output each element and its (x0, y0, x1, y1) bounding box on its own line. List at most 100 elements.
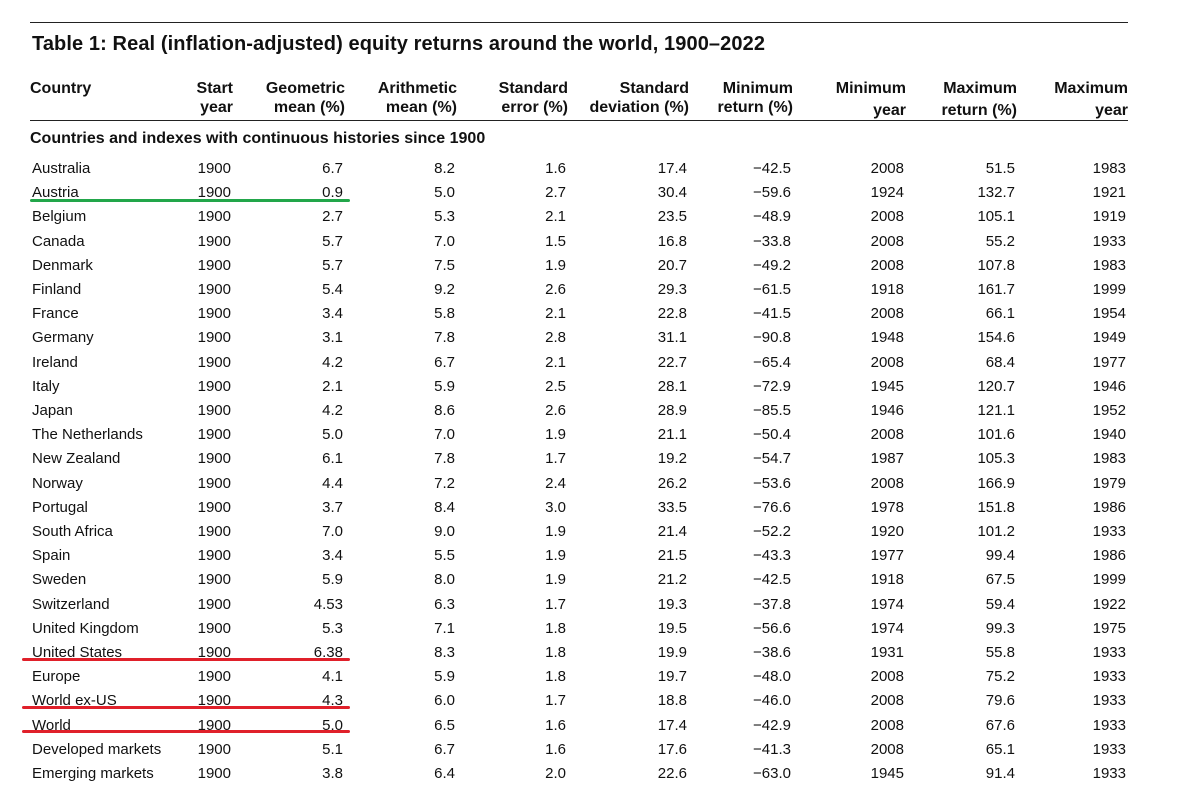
cell-minimum-year: 2008 (870, 668, 904, 686)
cell-start-year: 1900 (197, 305, 231, 323)
cell-minimum-return: −59.6 (753, 184, 791, 202)
cell-minimum-return: −42.5 (753, 160, 791, 177)
table-row: Developed markets 1900 5.1 6.7 1.6 17.6 −41.3 2… (30, 738, 1128, 762)
cell-minimum-return: −65.4 (753, 353, 791, 371)
cell-start-year: 1900 (197, 740, 231, 758)
cell-standard-error: 1.9 (545, 547, 566, 565)
cell-maximum-year: 1933 (1092, 668, 1126, 686)
highlight-underline-austria (30, 199, 350, 202)
cell-standard-deviation: 19.3 (657, 595, 687, 613)
cell-standard-deviation: 19.9 (657, 644, 687, 662)
cell-country: Developed markets (32, 740, 162, 758)
cell-start-year: 1900 (197, 208, 231, 226)
table-row: Spain 1900 3.4 5.5 1.9 21.5 −43.3 1977 99.4 1986 (30, 544, 1128, 568)
cell-maximum-year: 1975 (1092, 619, 1126, 637)
table-row: United Kingdom 1900 5.3 7.1 1.8 19.5 −56.6 1974… (30, 617, 1128, 641)
cell-arithmetic-mean: 5.9 (434, 668, 455, 686)
cell-arithmetic-mean: 7.8 (434, 450, 455, 468)
cell-start-year: 1900 (197, 523, 231, 541)
table-row: The Netherlands 1900 5.0 7.0 1.9 21.1 −50.4 200… (30, 423, 1128, 447)
table-row: Emerging markets 1900 3.8 6.4 2.0 22.6 −63.0 19… (30, 762, 1128, 786)
cell-maximum-year: 1933 (1092, 716, 1126, 734)
cell-arithmetic-mean: 8.3 (434, 644, 455, 662)
header-geometric-mean: Geometric mean (%) (233, 79, 345, 121)
cell-arithmetic-mean: 8.2 (434, 160, 455, 177)
cell-arithmetic-mean: 7.0 (434, 426, 455, 444)
cell-country: World ex-US (32, 692, 117, 710)
highlight-underline-united-states (22, 658, 350, 661)
cell-maximum-return: 161.7 (977, 281, 1015, 299)
cell-arithmetic-mean: 6.4 (434, 765, 455, 783)
table-title: Table 1: Real (inflation-adjusted) equit… (32, 33, 766, 55)
cell-maximum-return: 166.9 (977, 474, 1015, 492)
cell-maximum-return: 105.3 (977, 450, 1015, 468)
cell-country: Switzerland (32, 595, 110, 613)
cell-maximum-return: 51.5 (985, 160, 1015, 177)
cell-standard-deviation: 18.8 (657, 692, 687, 710)
cell-maximum-return: 59.4 (985, 595, 1015, 613)
cell-start-year: 1900 (197, 619, 231, 637)
header-country: Country (30, 79, 180, 121)
cell-country: United States (32, 644, 123, 662)
cell-standard-error: 1.9 (545, 426, 566, 444)
cell-maximum-year: 1933 (1092, 740, 1126, 758)
table-row: Portugal 1900 3.7 8.4 3.0 33.5 −76.6 1978 151.8 1… (30, 496, 1128, 520)
cell-geometric-mean: 4.4 (322, 474, 343, 492)
cell-country: Japan (32, 402, 73, 420)
cell-maximum-year: 1949 (1092, 329, 1126, 347)
cell-standard-error: 1.8 (545, 644, 566, 662)
cell-start-year: 1900 (197, 402, 231, 420)
cell-maximum-return: 107.8 (977, 256, 1015, 274)
cell-minimum-return: −90.8 (753, 329, 791, 347)
cell-country: New Zealand (32, 450, 121, 468)
cell-minimum-year: 1931 (870, 644, 904, 662)
cell-maximum-return: 67.6 (985, 716, 1015, 734)
cell-country: Belgium (32, 208, 87, 226)
cell-standard-deviation: 28.9 (657, 402, 687, 420)
cell-geometric-mean: 0.9 (322, 184, 343, 202)
cell-standard-error: 1.7 (545, 450, 566, 468)
cell-geometric-mean: 5.3 (322, 619, 343, 637)
cell-minimum-return: −53.6 (753, 474, 791, 492)
table-row: France 1900 3.4 5.8 2.1 22.8 −41.5 2008 66.1 1954 (30, 302, 1128, 326)
cell-minimum-year: 2008 (870, 716, 904, 734)
cell-maximum-return: 66.1 (985, 305, 1015, 323)
cell-minimum-return: −38.6 (753, 644, 791, 662)
cell-standard-error: 1.5 (545, 232, 566, 250)
cell-standard-error: 2.7 (545, 184, 566, 202)
cell-minimum-return: −54.7 (753, 450, 791, 468)
cell-maximum-year: 1983 (1092, 256, 1126, 274)
table-row: United States 1900 6.38 8.3 1.8 19.9 −38.6 1931… (30, 641, 1128, 665)
header-standard-deviation: Standard deviation (%) (568, 79, 689, 121)
cell-country: Emerging markets (32, 765, 154, 783)
header-row: Country Start year Geometric mean (%) Arit… (30, 79, 1128, 121)
cell-maximum-return: 79.6 (985, 692, 1015, 710)
cell-geometric-mean: 4.2 (322, 353, 343, 371)
cell-standard-error: 1.6 (545, 160, 566, 177)
cell-maximum-year: 1933 (1092, 644, 1126, 662)
cell-maximum-return: 55.8 (985, 644, 1015, 662)
cell-start-year: 1900 (197, 184, 231, 202)
cell-minimum-return: −41.3 (753, 740, 791, 758)
cell-minimum-return: −37.8 (753, 595, 791, 613)
cell-standard-deviation: 16.8 (657, 232, 687, 250)
cell-start-year: 1900 (197, 595, 231, 613)
table-row: Sweden 1900 5.9 8.0 1.9 21.2 −42.5 1918 67.5 1999 (30, 568, 1128, 592)
cell-minimum-return: −49.2 (753, 256, 791, 274)
cell-arithmetic-mean: 8.0 (434, 571, 455, 589)
cell-start-year: 1900 (197, 716, 231, 734)
cell-maximum-year: 1940 (1092, 426, 1126, 444)
cell-minimum-return: −48.0 (753, 668, 791, 686)
cell-country: Finland (32, 281, 82, 299)
cell-maximum-return: 67.5 (985, 571, 1015, 589)
cell-country: World (32, 716, 71, 734)
cell-minimum-year: 1946 (870, 402, 904, 420)
cell-country: Portugal (32, 498, 88, 516)
cell-minimum-year: 2008 (870, 208, 904, 226)
cell-standard-deviation: 21.2 (657, 571, 687, 589)
cell-minimum-return: −48.9 (753, 208, 791, 226)
cell-arithmetic-mean: 8.6 (434, 402, 455, 420)
table-row: Finland 1900 5.4 9.2 2.6 29.3 −61.5 1918 161.7 19… (30, 278, 1128, 302)
cell-standard-deviation: 23.5 (657, 208, 687, 226)
cell-maximum-year: 1921 (1092, 184, 1126, 202)
